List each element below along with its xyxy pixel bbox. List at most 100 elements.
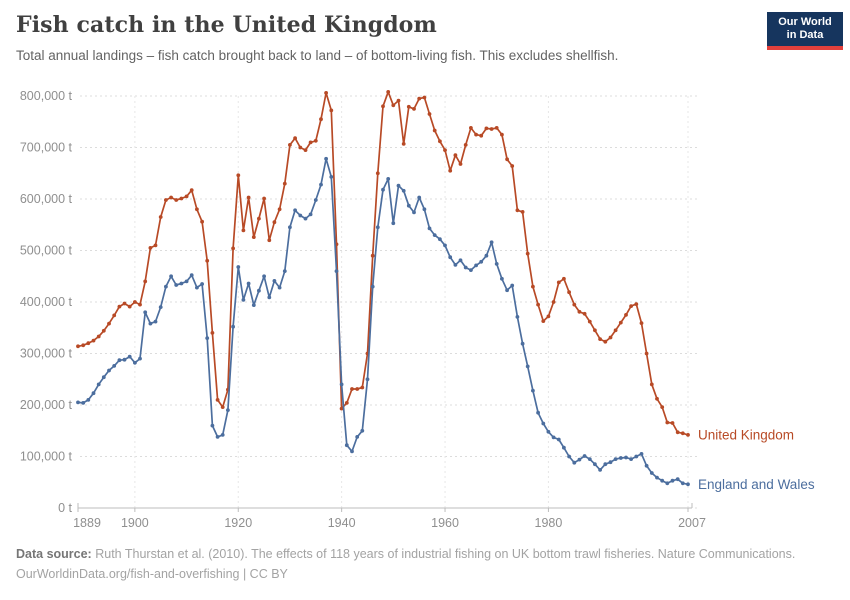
- data-point: [474, 132, 478, 137]
- data-point: [241, 228, 246, 233]
- data-point: [293, 136, 297, 141]
- data-point: [546, 314, 551, 319]
- owid-logo[interactable]: Our World in Data: [767, 12, 843, 50]
- data-point: [448, 168, 453, 173]
- data-point: [179, 196, 184, 201]
- data-point: [86, 398, 91, 402]
- data-point: [577, 457, 582, 462]
- data-point: [117, 304, 122, 309]
- data-point: [365, 377, 370, 382]
- data-point: [241, 298, 246, 302]
- data-point: [438, 237, 442, 242]
- data-point: [634, 454, 639, 459]
- data-point: [489, 127, 494, 131]
- data-point: [624, 455, 628, 460]
- data-point: [262, 274, 266, 279]
- data-point: [164, 284, 168, 289]
- y-tick-label: 600,000 t: [20, 192, 73, 206]
- x-axis: [77, 503, 693, 512]
- x-tick-label: 1920: [224, 516, 252, 530]
- data-point: [401, 188, 406, 193]
- series-england-and-wales[interactable]: England and Wales: [76, 156, 815, 492]
- data-point: [267, 238, 272, 243]
- x-tick-label: 1960: [431, 516, 459, 530]
- data-point: [215, 398, 220, 402]
- data-point: [541, 319, 546, 323]
- data-point: [665, 481, 670, 486]
- data-point: [370, 284, 375, 289]
- data-point: [308, 212, 313, 217]
- data-point: [81, 343, 86, 348]
- data-point: [613, 328, 618, 333]
- data-point: [86, 341, 91, 346]
- data-point: [210, 423, 215, 428]
- data-point: [282, 181, 287, 186]
- data-point: [81, 401, 86, 405]
- data-point: [680, 431, 685, 436]
- data-point: [236, 265, 241, 269]
- data-point: [639, 452, 644, 456]
- data-point: [556, 437, 561, 442]
- data-point: [567, 290, 571, 295]
- data-point: [675, 430, 680, 435]
- y-tick-label: 0 t: [58, 501, 72, 515]
- data-point: [417, 195, 422, 200]
- data-point: [453, 263, 458, 267]
- data-point: [675, 477, 680, 482]
- data-point: [396, 98, 401, 103]
- series-label-united-kingdom[interactable]: United Kingdom: [698, 427, 794, 442]
- owid-url-and-license[interactable]: OurWorldinData.org/fish-and-overfishing …: [16, 567, 288, 581]
- series-label-england-and-wales[interactable]: England and Wales: [698, 477, 815, 492]
- data-point: [551, 435, 556, 440]
- data-point: [531, 284, 535, 289]
- data-point: [489, 240, 494, 245]
- data-point: [582, 454, 587, 458]
- data-point: [179, 281, 184, 286]
- data-point: [308, 140, 313, 145]
- data-point: [587, 319, 592, 324]
- data-point: [629, 457, 633, 461]
- data-point: [406, 104, 411, 109]
- data-point: [127, 304, 132, 309]
- data-point: [267, 295, 272, 300]
- data-point: [562, 276, 566, 281]
- data-point: [205, 258, 210, 263]
- data-point: [655, 396, 659, 401]
- data-point: [339, 382, 344, 387]
- data-point: [422, 95, 427, 100]
- series-united-kingdom[interactable]: United Kingdom: [76, 90, 794, 442]
- data-point: [158, 305, 163, 309]
- data-point: [101, 328, 106, 333]
- data-point: [484, 253, 489, 258]
- data-point: [412, 210, 416, 215]
- series-line-england-and-wales: [77, 157, 689, 486]
- data-point: [122, 357, 127, 362]
- data-point: [153, 319, 158, 324]
- data-point: [525, 251, 530, 256]
- data-point: [644, 351, 649, 356]
- data-point: [91, 391, 96, 396]
- data-point: [686, 433, 690, 437]
- data-point: [298, 145, 303, 150]
- data-point: [598, 468, 602, 472]
- data-point: [344, 401, 349, 405]
- data-point: [246, 281, 251, 286]
- data-point: [277, 285, 282, 290]
- data-point: [443, 243, 447, 248]
- data-point: [484, 126, 489, 131]
- data-point: [375, 171, 380, 176]
- data-point: [324, 156, 328, 161]
- data-point: [432, 128, 437, 133]
- owid-logo-line1: Our World: [778, 16, 832, 28]
- data-point: [593, 462, 597, 467]
- data-point: [101, 375, 106, 380]
- y-tick-label: 500,000 t: [20, 244, 73, 258]
- x-tick-label: 1889: [73, 516, 101, 530]
- data-point: [391, 103, 396, 108]
- data-point: [479, 133, 484, 138]
- data-point: [381, 187, 385, 192]
- data-point: [205, 336, 210, 340]
- series-line-united-kingdom: [77, 91, 689, 436]
